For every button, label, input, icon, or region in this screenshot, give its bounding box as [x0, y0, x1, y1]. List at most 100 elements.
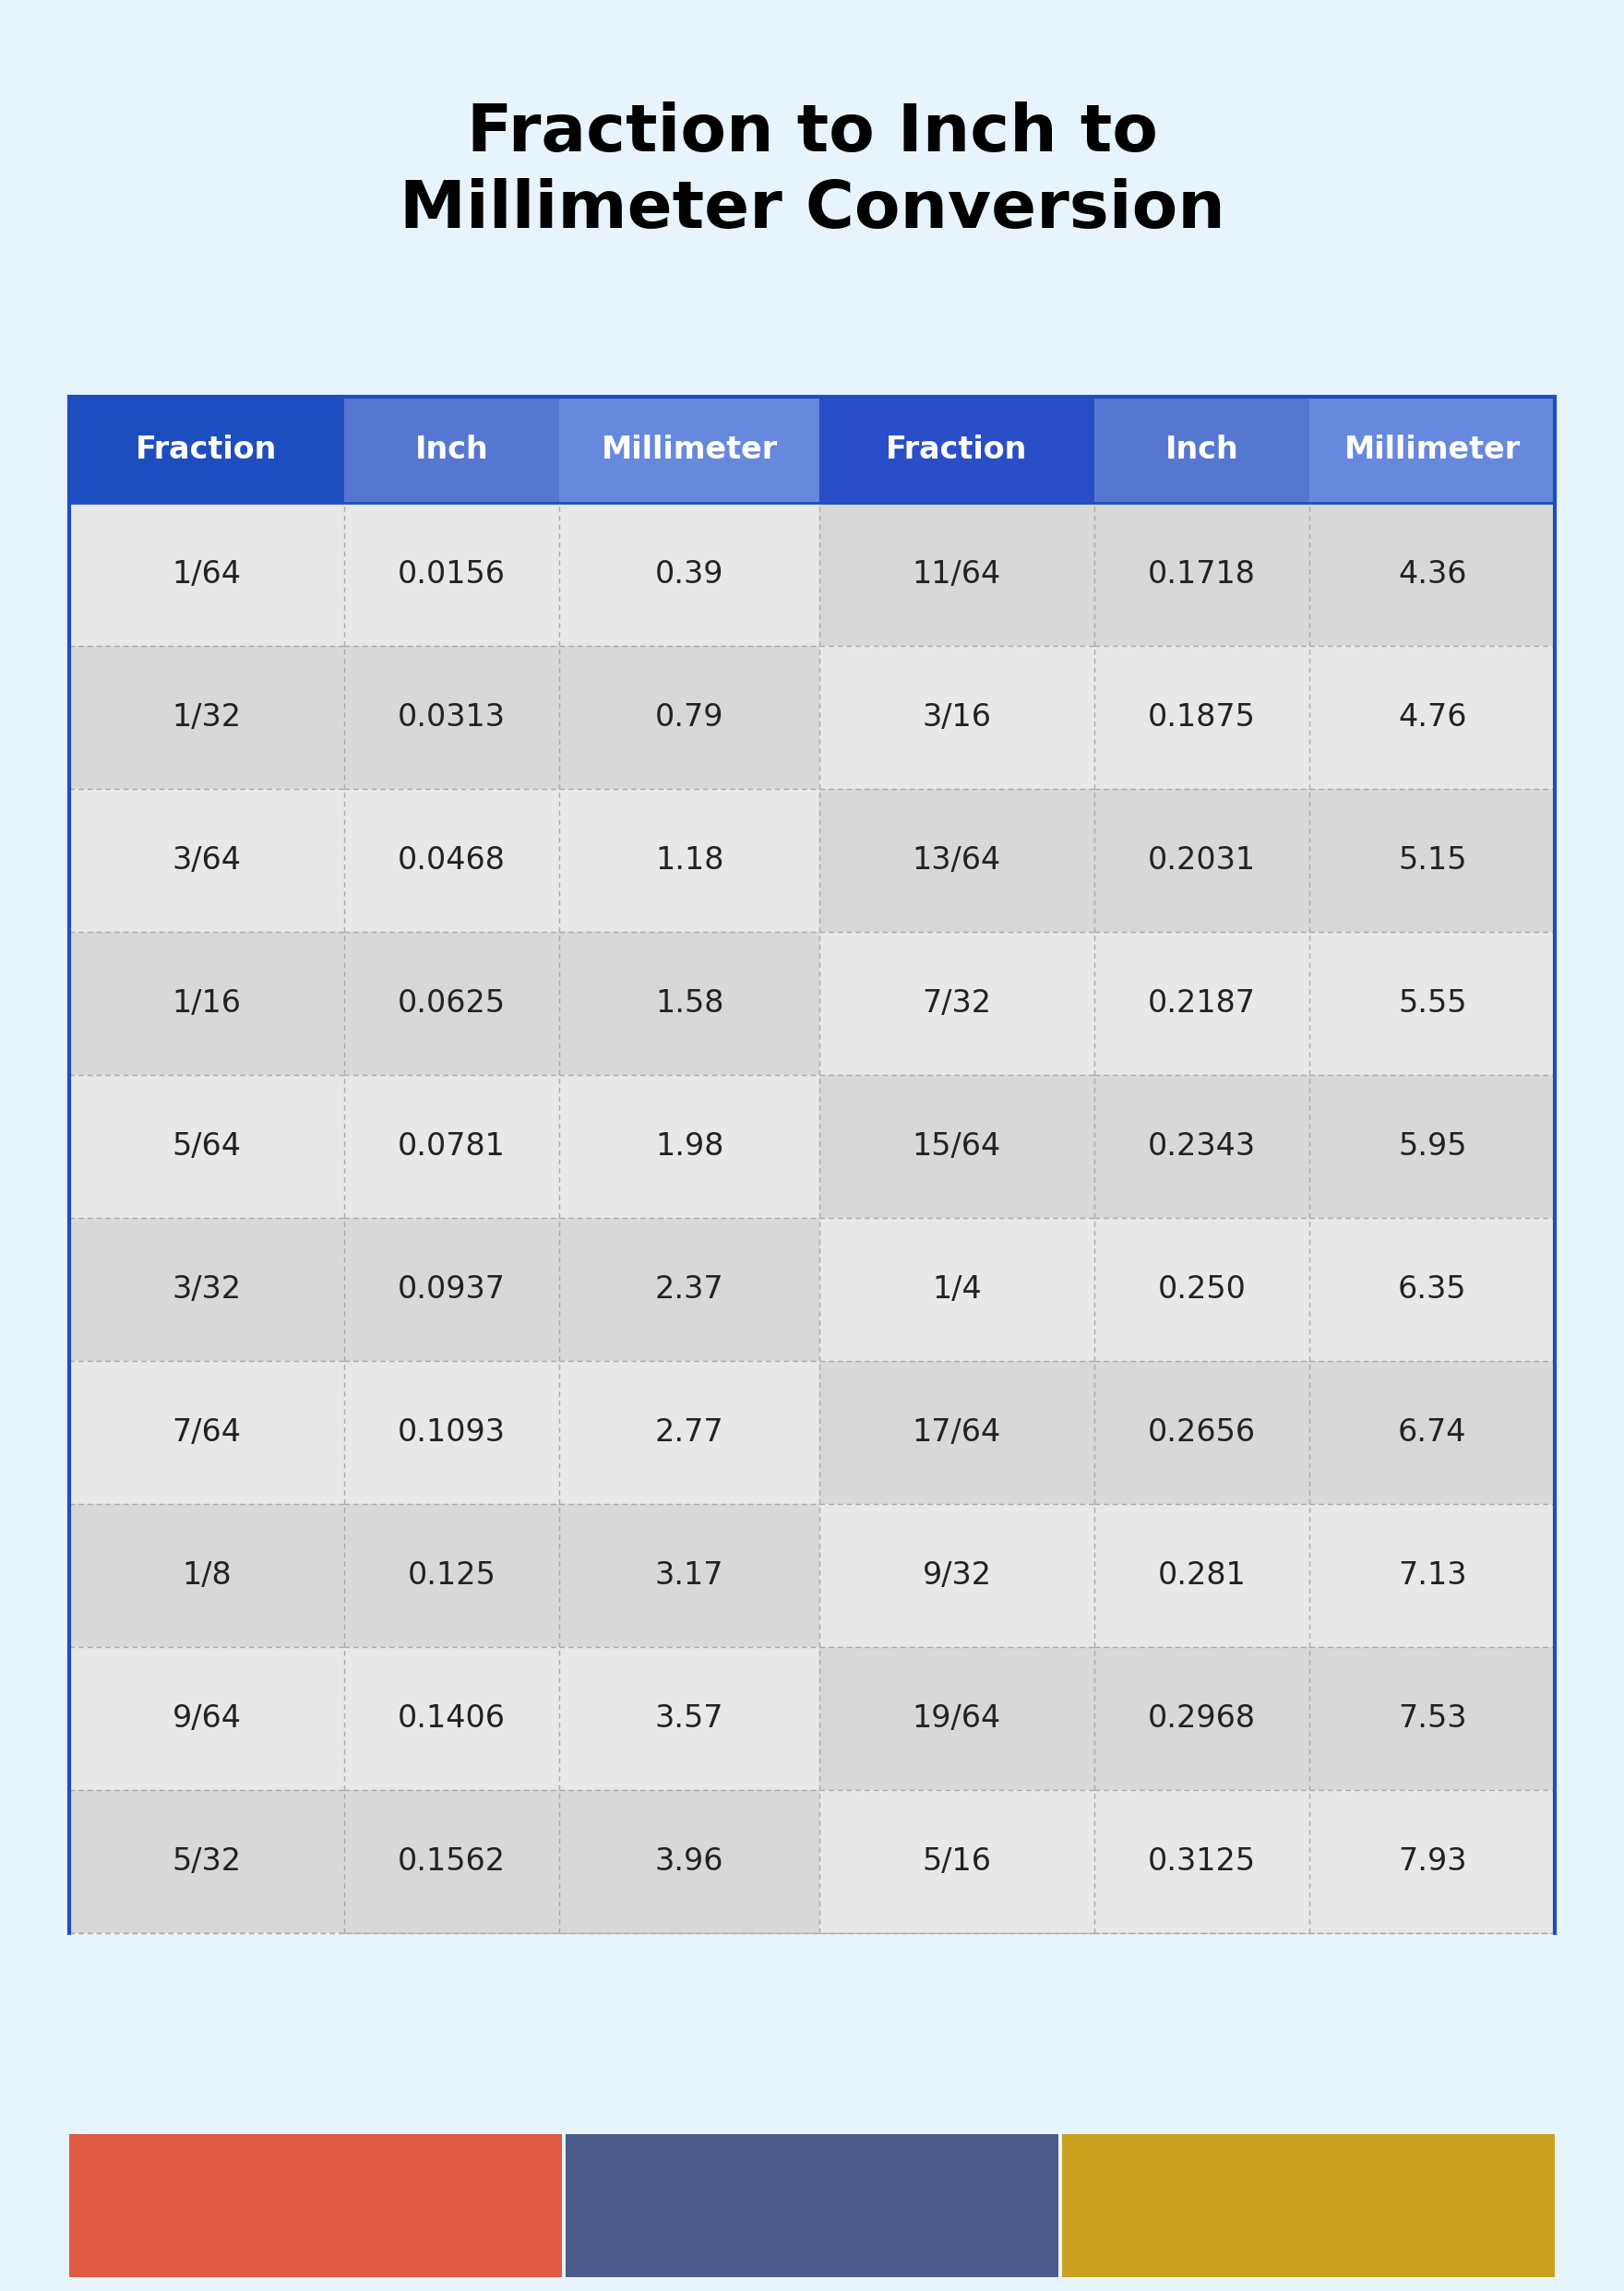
Text: Millimeter: Millimeter: [601, 435, 778, 465]
Text: 0.39: 0.39: [654, 559, 724, 589]
Bar: [1095, 1789, 1309, 1934]
Text: Fraction: Fraction: [136, 435, 278, 465]
Text: 4.76: 4.76: [1398, 701, 1466, 733]
Text: 0.79: 0.79: [654, 701, 724, 733]
Text: 3.17: 3.17: [654, 1560, 724, 1590]
Bar: [565, 2135, 1059, 2277]
Text: 0.0937: 0.0937: [398, 1274, 505, 1304]
Bar: [70, 1219, 344, 1361]
Bar: [344, 1503, 559, 1647]
Bar: [559, 932, 820, 1074]
Text: 1.18: 1.18: [654, 845, 724, 875]
Text: 0.281: 0.281: [1158, 1560, 1246, 1590]
Bar: [559, 1647, 820, 1789]
Bar: [1095, 1219, 1309, 1361]
Text: 1/8: 1/8: [182, 1560, 231, 1590]
Bar: [820, 646, 1095, 788]
Bar: [70, 396, 344, 502]
Text: 9/64: 9/64: [172, 1702, 242, 1734]
Bar: [820, 1219, 1095, 1361]
Bar: [344, 1219, 559, 1361]
Bar: [344, 646, 559, 788]
Bar: [70, 1503, 344, 1647]
Bar: [559, 788, 820, 932]
Text: Fraction: Fraction: [887, 435, 1028, 465]
Bar: [559, 646, 820, 788]
Bar: [820, 1647, 1095, 1789]
Bar: [559, 1503, 820, 1647]
Bar: [1095, 788, 1309, 932]
Text: 6.35: 6.35: [1398, 1274, 1466, 1304]
Bar: [1095, 1503, 1309, 1647]
Text: Inch: Inch: [1164, 435, 1239, 465]
Text: 0.0625: 0.0625: [398, 987, 505, 1019]
Text: 0.1093: 0.1093: [398, 1418, 505, 1448]
Text: 0.2656: 0.2656: [1148, 1418, 1255, 1448]
Bar: [559, 396, 820, 502]
Bar: [70, 932, 344, 1074]
Text: 3.57: 3.57: [654, 1702, 724, 1734]
Bar: [1309, 1789, 1554, 1934]
Bar: [344, 396, 559, 502]
Bar: [1309, 502, 1554, 646]
Bar: [820, 932, 1095, 1074]
Text: 1/4: 1/4: [932, 1274, 981, 1304]
Text: 17/64: 17/64: [913, 1418, 1002, 1448]
Text: 5/32: 5/32: [172, 1847, 242, 1876]
Bar: [820, 502, 1095, 646]
Text: 0.2968: 0.2968: [1148, 1702, 1255, 1734]
Text: 0.2187: 0.2187: [1148, 987, 1255, 1019]
Bar: [1095, 1074, 1309, 1219]
Text: 13/64: 13/64: [913, 845, 1002, 875]
Text: 7/64: 7/64: [172, 1418, 242, 1448]
Bar: [1309, 646, 1554, 788]
Text: 0.2031: 0.2031: [1148, 845, 1255, 875]
Text: 2.37: 2.37: [654, 1274, 724, 1304]
Bar: [344, 1361, 559, 1503]
Bar: [559, 1789, 820, 1934]
Bar: [1309, 1074, 1554, 1219]
Text: 3.96: 3.96: [654, 1847, 724, 1876]
Text: 7.53: 7.53: [1398, 1702, 1466, 1734]
Bar: [70, 502, 344, 646]
Bar: [1309, 932, 1554, 1074]
Bar: [1095, 502, 1309, 646]
Text: 1.58: 1.58: [654, 987, 724, 1019]
Bar: [1062, 2135, 1554, 2277]
Text: 0.2343: 0.2343: [1148, 1132, 1255, 1162]
Bar: [344, 502, 559, 646]
Text: 3/16: 3/16: [922, 701, 991, 733]
Text: 7.93: 7.93: [1398, 1847, 1466, 1876]
Bar: [70, 1789, 344, 1934]
Text: 0.0313: 0.0313: [398, 701, 505, 733]
Text: 5.15: 5.15: [1398, 845, 1466, 875]
Text: 9/32: 9/32: [922, 1560, 992, 1590]
Text: 0.3125: 0.3125: [1148, 1847, 1255, 1876]
Bar: [1095, 396, 1309, 502]
Bar: [70, 1074, 344, 1219]
Bar: [820, 1503, 1095, 1647]
Bar: [70, 1647, 344, 1789]
Text: 0.1406: 0.1406: [398, 1702, 505, 1734]
Text: 7/32: 7/32: [922, 987, 992, 1019]
Bar: [1309, 396, 1554, 502]
Bar: [559, 1219, 820, 1361]
Text: 5.55: 5.55: [1398, 987, 1466, 1019]
Bar: [344, 932, 559, 1074]
Bar: [559, 502, 820, 646]
Bar: [344, 1647, 559, 1789]
Bar: [559, 1074, 820, 1219]
Bar: [820, 1074, 1095, 1219]
Text: 7.13: 7.13: [1398, 1560, 1466, 1590]
Text: 0.1718: 0.1718: [1148, 559, 1255, 589]
Bar: [1309, 1361, 1554, 1503]
Text: 0.0468: 0.0468: [398, 845, 505, 875]
Text: 1.98: 1.98: [654, 1132, 724, 1162]
Bar: [344, 1789, 559, 1934]
Bar: [1309, 1219, 1554, 1361]
Bar: [70, 646, 344, 788]
Bar: [1095, 646, 1309, 788]
Text: 4.36: 4.36: [1398, 559, 1466, 589]
Bar: [70, 788, 344, 932]
Text: 5/64: 5/64: [172, 1132, 242, 1162]
